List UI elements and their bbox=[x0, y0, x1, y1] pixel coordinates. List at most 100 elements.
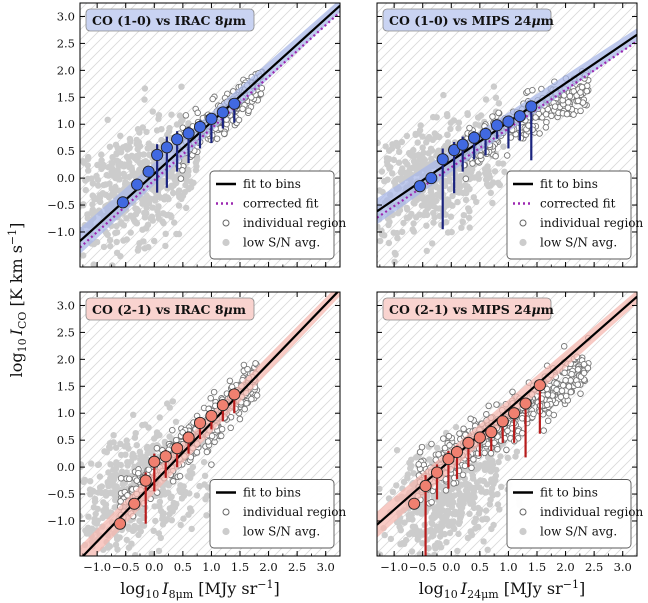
y-tick-label: 1.5 bbox=[57, 90, 75, 104]
bin-marker bbox=[151, 148, 164, 161]
axis-ticks bbox=[80, 3, 341, 267]
x-axis-title-right: log10 I24μm [MJy sr−1] bbox=[419, 578, 585, 601]
bin-marker bbox=[479, 127, 492, 140]
x-tick-label: 3.0 bbox=[317, 560, 335, 574]
bin-marker bbox=[228, 97, 241, 110]
legend-label: corrected fit bbox=[243, 197, 319, 211]
legend-label: individual region bbox=[540, 216, 644, 230]
y-tick-label: 2.5 bbox=[57, 36, 75, 50]
y-tick-label: 1.0 bbox=[57, 406, 75, 420]
legend: fit to bins individual region low S/N avg. bbox=[506, 479, 644, 549]
legend-box bbox=[506, 170, 632, 260]
bin-marker bbox=[425, 172, 438, 185]
x-tick-label: 0.0 bbox=[442, 560, 460, 574]
bin-marker bbox=[159, 450, 172, 463]
legend-label: corrected fit bbox=[540, 197, 616, 211]
legend: fit to bins corrected fit individual regio… bbox=[209, 170, 347, 260]
bin-marker bbox=[456, 138, 469, 151]
y-tick-label: −0.5 bbox=[47, 487, 75, 501]
legend-box bbox=[209, 479, 335, 549]
bin-marker bbox=[148, 455, 161, 468]
bin-marker bbox=[160, 141, 173, 154]
bin-marker bbox=[131, 178, 144, 191]
plot-frame bbox=[376, 291, 638, 557]
legend-region-swatch bbox=[519, 508, 527, 516]
legend: fit to bins corrected fit individual regio… bbox=[506, 170, 644, 260]
bin-marker bbox=[116, 196, 129, 209]
bin-marker bbox=[430, 466, 444, 479]
bin-points bbox=[116, 97, 241, 209]
x-tick-label: 0.5 bbox=[471, 560, 489, 574]
x-tick-label: 3.0 bbox=[614, 560, 632, 574]
y-tick-label: 2.5 bbox=[57, 325, 75, 339]
panel-title-box bbox=[382, 8, 552, 32]
x-tick-label: 2.5 bbox=[585, 560, 603, 574]
x-tick-label: 1.5 bbox=[231, 560, 249, 574]
bin-marker bbox=[182, 127, 195, 140]
corrected-fit-line bbox=[377, 40, 637, 219]
panel-title-box bbox=[85, 8, 255, 32]
bin-marker bbox=[228, 388, 241, 401]
axis-ticks bbox=[377, 3, 638, 267]
x-tick-label: −1.0 bbox=[380, 560, 408, 574]
y-tick-label: −0.5 bbox=[47, 198, 75, 212]
panel-title-box bbox=[382, 297, 552, 321]
bin-points bbox=[408, 379, 546, 556]
y-tick-label: 3.0 bbox=[57, 9, 75, 23]
legend-box bbox=[209, 170, 335, 260]
x-tick-label: 2.0 bbox=[556, 560, 574, 574]
bin-marker bbox=[128, 497, 141, 510]
axis-ticks bbox=[377, 292, 638, 556]
bin-marker bbox=[448, 144, 461, 157]
fit-line bbox=[81, 292, 340, 556]
legend-box bbox=[506, 479, 632, 549]
chart-panel-3: −1.0 −0.5 0.0 0.5 1.0 1.5 2.0 2.5 3.0−1.0−0.50.0… bbox=[47, 291, 347, 574]
legend-label: individual region bbox=[540, 505, 644, 519]
bin-marker bbox=[182, 431, 195, 444]
bin-marker bbox=[502, 115, 515, 128]
bin-marker bbox=[419, 479, 432, 493]
x-tick-label: −1.0 bbox=[83, 560, 111, 574]
plot-frame bbox=[376, 2, 638, 268]
bin-marker bbox=[450, 445, 464, 459]
corrected-fit-line bbox=[80, 11, 340, 249]
plot-frame bbox=[79, 2, 341, 268]
y-tick-label: 2.0 bbox=[57, 63, 75, 77]
panel-title-box bbox=[85, 297, 255, 321]
legend-region-swatch bbox=[222, 508, 230, 516]
x-tick-label: 0.0 bbox=[145, 560, 163, 574]
legend-region-swatch bbox=[519, 219, 527, 227]
bin-points bbox=[413, 100, 538, 230]
bin-marker bbox=[508, 407, 521, 420]
y-tick-label: 0.5 bbox=[57, 433, 75, 447]
legend-label: low S/N avg. bbox=[540, 525, 617, 539]
legend-lowsn-swatch bbox=[519, 238, 527, 247]
plot-frame bbox=[79, 291, 341, 557]
legend: fit to bins individual region low S/N avg. bbox=[209, 479, 347, 549]
bin-marker bbox=[408, 497, 421, 510]
chart-panel-2: CO (1-0) vs MIPS 24μm fit to bins correcte… bbox=[376, 2, 644, 268]
legend-lowsn-swatch bbox=[222, 527, 230, 536]
axis-ticks bbox=[80, 292, 341, 556]
y-axis-title: log10ICO [K km s−1] bbox=[6, 223, 29, 378]
x-tick-label: 1.0 bbox=[202, 560, 220, 574]
bin-marker bbox=[171, 442, 184, 455]
y-tick-label: 0.0 bbox=[57, 171, 75, 185]
legend-label: fit to bins bbox=[540, 177, 598, 191]
panel-title: CO (2-1) vs IRAC 8μm bbox=[92, 302, 246, 317]
bin-marker bbox=[142, 165, 155, 178]
y-tick-label: −1.0 bbox=[47, 225, 75, 239]
x-tick-label: 2.5 bbox=[288, 560, 306, 574]
x-tick-label: 0.5 bbox=[174, 560, 192, 574]
legend-lowsn-swatch bbox=[222, 238, 230, 247]
legend-label: fit to bins bbox=[540, 486, 598, 500]
bin-points bbox=[113, 388, 241, 530]
x-tick-label: −0.5 bbox=[112, 560, 140, 574]
legend-label: fit to bins bbox=[243, 486, 301, 500]
y-tick-label: −1.0 bbox=[47, 514, 75, 528]
y-tick-label: 1.5 bbox=[57, 379, 75, 393]
y-tick-label: 3.0 bbox=[57, 298, 75, 312]
legend-region-swatch bbox=[222, 219, 230, 227]
bin-marker bbox=[413, 180, 426, 193]
